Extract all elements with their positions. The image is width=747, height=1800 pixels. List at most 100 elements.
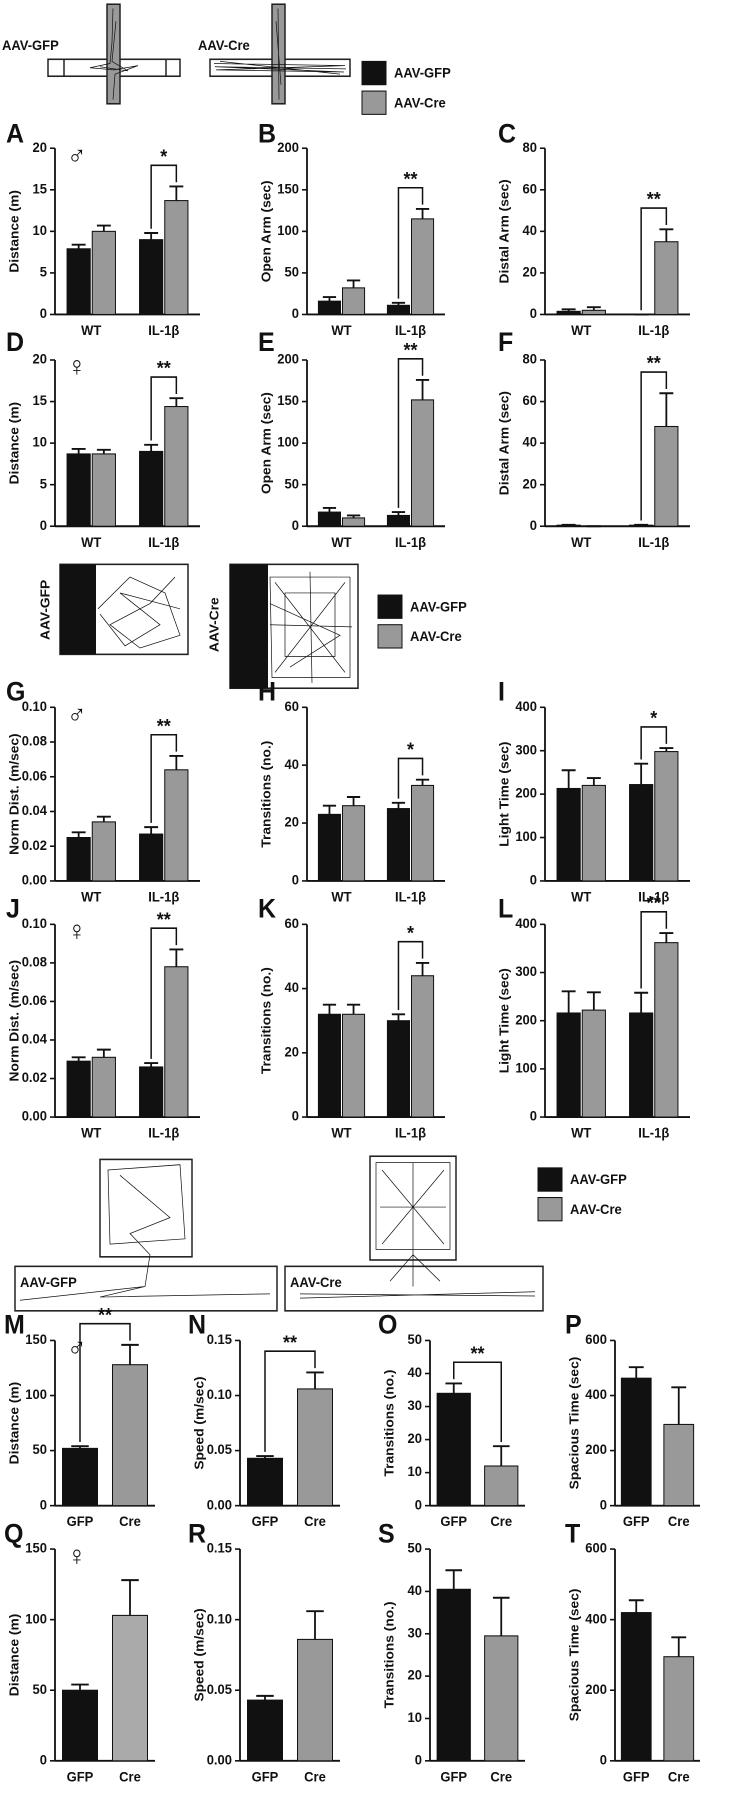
- bar: [386, 1020, 411, 1118]
- y-tick-label: 400: [515, 916, 537, 931]
- bar: [139, 239, 164, 316]
- light-dark-box-gfp: [59, 563, 189, 656]
- y-tick-label: 100: [277, 223, 299, 238]
- y-tick-label: 100: [25, 1387, 47, 1402]
- y-tick-label: 0: [600, 1497, 607, 1512]
- bar: [342, 1013, 366, 1118]
- x-tick-label: Cre: [304, 1514, 326, 1529]
- error-bar: [71, 243, 86, 249]
- significance-label: **: [283, 1331, 298, 1353]
- y-tick-label: 0: [292, 518, 299, 533]
- error-bar: [144, 232, 159, 240]
- error-bar: [391, 301, 406, 306]
- sex-symbol: ♀: [67, 1540, 86, 1571]
- y-tick-label: 200: [277, 140, 299, 155]
- schematic-label: AAV-GFP: [2, 38, 59, 53]
- bar: [629, 1012, 654, 1118]
- bar: [164, 200, 189, 315]
- legend-swatch: [537, 1197, 563, 1222]
- error-bar: [586, 991, 601, 1011]
- sex-symbol: ♀: [67, 915, 86, 946]
- bar: [112, 1364, 148, 1507]
- y-tick-label: 300: [515, 742, 537, 757]
- bar: [411, 784, 435, 882]
- panel-letter: T: [565, 1520, 581, 1549]
- sex-symbol: ♂: [67, 1332, 86, 1363]
- panel-letter: N: [188, 1311, 206, 1340]
- y-tick-label: 15: [33, 393, 48, 408]
- y-tick-label: 0: [415, 1752, 422, 1767]
- y-tick-label: 30: [408, 1625, 422, 1640]
- x-tick-label: Cre: [490, 1769, 512, 1784]
- y-tick-label: 100: [25, 1611, 47, 1626]
- schematic-label: AAV-GFP: [20, 1275, 77, 1290]
- y-tick-label: 0: [40, 1497, 47, 1512]
- bar: [247, 1457, 283, 1507]
- y-tick-label: 0.00: [207, 1497, 232, 1512]
- x-tick-label: GFP: [440, 1769, 467, 1784]
- y-tick-label: 40: [408, 1365, 422, 1380]
- significance-bracket: [640, 371, 668, 521]
- x-tick-label: IL-1β: [638, 889, 669, 904]
- error-bar: [671, 1636, 687, 1657]
- error-bar: [144, 1062, 159, 1067]
- x-tick-label: IL-1β: [638, 323, 669, 338]
- y-tick-label: 150: [25, 1540, 47, 1555]
- y-tick-label: 20: [33, 140, 47, 155]
- x-tick-label: IL-1β: [148, 889, 179, 904]
- y-tick-label: 0.06: [22, 993, 47, 1008]
- error-bar: [659, 932, 674, 943]
- y-tick-label: 20: [408, 1431, 422, 1446]
- significance-bracket: [150, 927, 178, 1059]
- y-axis-label: Distance (m): [7, 1382, 22, 1465]
- y-tick-label: 60: [285, 699, 299, 714]
- y-tick-label: 0: [530, 518, 537, 533]
- y-tick-label: 100: [515, 829, 537, 844]
- error-bar: [445, 1382, 463, 1394]
- significance-label: *: [407, 739, 415, 761]
- light-dark-box-cre: [229, 563, 359, 690]
- significance-label: **: [403, 339, 418, 361]
- error-bar: [346, 279, 361, 288]
- error-bar: [391, 511, 406, 516]
- error-bar: [71, 831, 86, 838]
- significance-bracket: [640, 207, 668, 311]
- significance-bracket: [453, 1361, 502, 1442]
- significance-bracket: [397, 357, 424, 508]
- error-bar: [306, 1371, 324, 1389]
- y-tick-label: 60: [285, 916, 299, 931]
- legend-swatch: [377, 594, 403, 619]
- y-axis-label: Spacious Time (sec): [567, 1357, 582, 1490]
- bar: [91, 1056, 116, 1118]
- plus-maze-gfp: [47, 3, 181, 105]
- y-tick-label: 60: [523, 181, 537, 196]
- y-tick-label: 0.00: [207, 1752, 232, 1767]
- bar: [66, 453, 91, 527]
- y-tick-label: 20: [33, 351, 47, 366]
- x-tick-label: WT: [331, 534, 352, 549]
- error-bar: [671, 1386, 687, 1425]
- bar: [66, 248, 91, 315]
- y-tick-label: 5: [40, 476, 48, 491]
- y-tick-label: 0.06: [22, 768, 47, 783]
- y-tick-label: 0: [415, 1497, 422, 1512]
- x-tick-label: Cre: [119, 1514, 141, 1529]
- y-tick-label: 0: [530, 1108, 537, 1123]
- y-axis-label: Open Arm (sec): [259, 180, 274, 282]
- error-bar: [346, 796, 361, 806]
- bar: [139, 450, 164, 527]
- x-tick-label: WT: [81, 1125, 102, 1140]
- y-tick-label: 40: [408, 1583, 422, 1598]
- bar: [556, 310, 581, 315]
- y-tick-label: 0.04: [22, 803, 48, 818]
- error-bar: [659, 747, 674, 752]
- error-bar: [659, 228, 674, 242]
- bar: [654, 241, 679, 315]
- bar: [139, 1066, 164, 1118]
- bar: [247, 1699, 283, 1762]
- error-bar: [169, 397, 184, 407]
- error-bar: [121, 1343, 139, 1365]
- y-tick-label: 60: [523, 393, 537, 408]
- y-tick-label: 150: [277, 181, 299, 196]
